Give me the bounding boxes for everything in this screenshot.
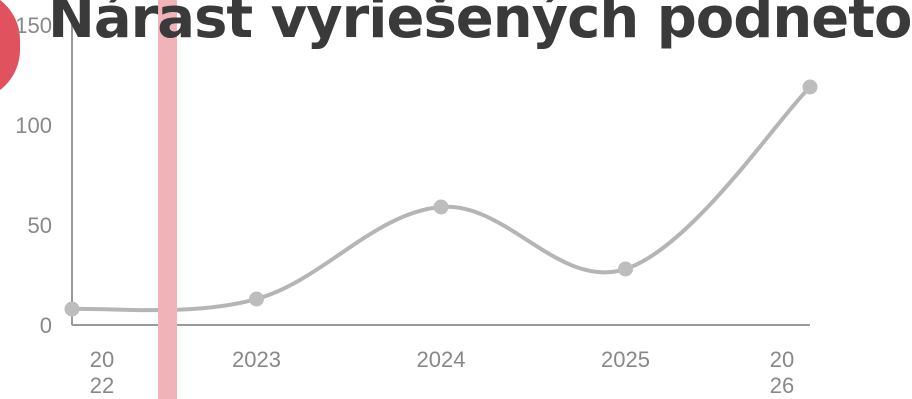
y-tick-label: 100 — [15, 113, 52, 138]
data-point-2024 — [433, 199, 449, 215]
data-point-2023 — [249, 291, 264, 307]
x-tick-label: 20 22 — [90, 347, 114, 398]
x-axis-ticks: 20 22 2023 2024 2025 20 26 — [90, 347, 794, 398]
chart-title: Nárast vyriešených podnetov — [48, 0, 912, 51]
x-tick-label: 2023 — [232, 347, 281, 372]
series-line — [70, 85, 812, 313]
data-point-2026 — [802, 79, 818, 95]
x-tick-label: 2025 — [601, 347, 650, 372]
data-point-2022 — [64, 301, 80, 317]
highlight-bar — [158, 0, 177, 399]
x-tick-label: 2024 — [417, 347, 466, 372]
x-tick-label: 20 26 — [770, 347, 794, 398]
y-tick-label: 150 — [15, 13, 52, 38]
y-axis-ticks: 0 50 100 150 — [15, 13, 52, 338]
y-tick-label: 0 — [40, 313, 52, 338]
data-points — [64, 79, 818, 317]
data-point-2025 — [618, 261, 633, 277]
y-tick-label: 50 — [28, 213, 52, 238]
